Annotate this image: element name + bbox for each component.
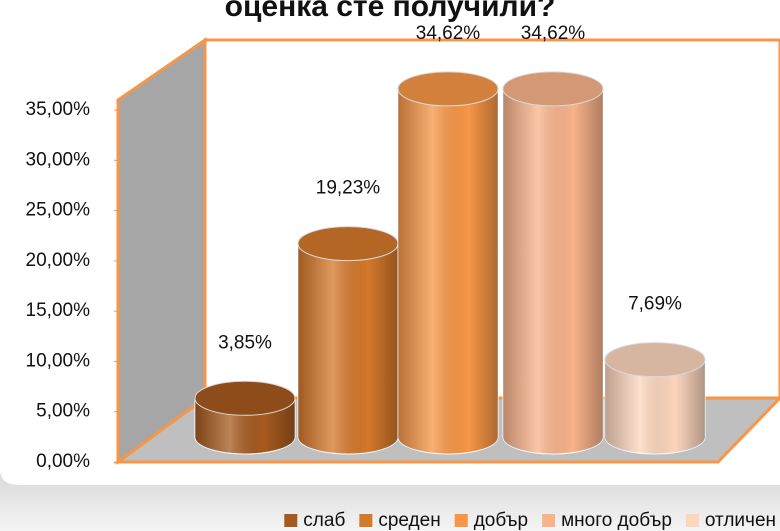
legend-label: отличен [705,510,776,531]
legend-label: среден [378,510,440,531]
cylinder-top [604,342,706,378]
cylinder [604,342,706,455]
cylinder [397,71,499,455]
cylinder [502,71,604,455]
legend-swatch [284,514,298,527]
y-tick-label: 10,00% [26,350,91,371]
legend-panel [0,470,780,531]
chart-title: оценка сте получили? [225,0,556,23]
cylinder-shade [503,88,603,454]
legend-swatch [685,514,699,527]
legend-label: много добър [561,510,672,531]
data-label: 7,69% [628,294,682,315]
cylinder-top [194,380,296,416]
y-tick-label: 0,00% [36,451,90,472]
y-tick-label: 25,00% [26,200,91,221]
legend-label: слаб [303,510,345,531]
data-label: 19,23% [316,178,381,199]
cylinder [194,380,296,455]
cylinder-shade [298,243,398,454]
cylinder [297,226,399,455]
data-label: 34,62% [416,23,481,44]
legend-swatch [542,514,556,527]
y-tick-label: 20,00% [26,250,91,271]
legend-swatch [454,514,468,527]
cylinder-shade [398,88,498,454]
cylinder-top [502,71,604,107]
y-tick-label: 5,00% [36,401,90,422]
data-label: 3,85% [218,332,272,353]
legend-swatch [359,514,373,527]
y-tick-label: 15,00% [26,300,91,321]
side-wall [116,37,207,465]
y-tick-label: 30,00% [26,149,91,170]
legend-label: добър [474,510,528,531]
cylinder-top [297,226,399,262]
cylinder-top [397,71,499,107]
data-label: 34,62% [521,23,586,44]
cylinder-shade [605,359,705,454]
y-tick-label: 35,00% [26,99,91,120]
